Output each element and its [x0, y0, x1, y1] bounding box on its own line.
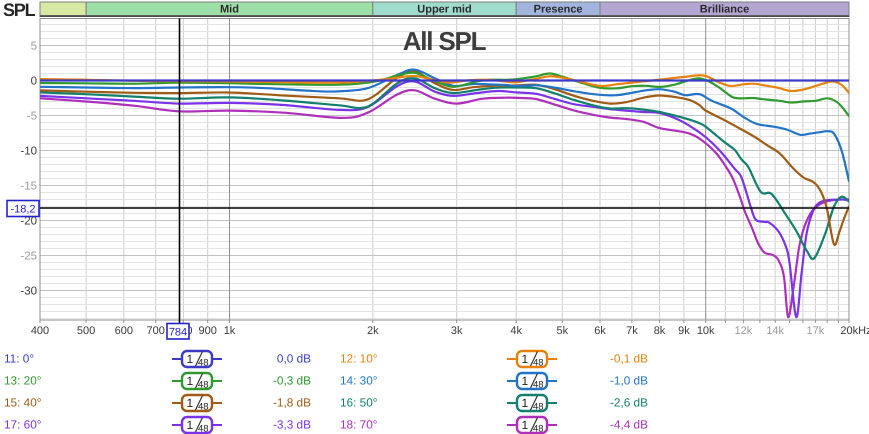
svg-text:-5: -5 [27, 111, 37, 123]
svg-text:-1,0 dB: -1,0 dB [610, 374, 648, 388]
svg-text:Mid: Mid [220, 4, 239, 16]
svg-text:-4,4 dB: -4,4 dB [610, 418, 648, 432]
svg-text:0,0 dB: 0,0 dB [277, 352, 311, 366]
svg-text:2k: 2k [367, 325, 379, 337]
svg-text:48: 48 [198, 402, 209, 413]
svg-text:5: 5 [31, 41, 37, 53]
svg-text:All SPL: All SPL [403, 26, 487, 56]
svg-text:1: 1 [522, 418, 529, 432]
svg-text:12k: 12k [735, 325, 753, 337]
svg-text:Upper mid: Upper mid [417, 4, 471, 16]
svg-text:17k: 17k [807, 325, 825, 337]
svg-text:-25: -25 [20, 251, 37, 263]
svg-text:10k: 10k [697, 325, 715, 337]
svg-text:500: 500 [77, 325, 95, 337]
svg-text:Brilliance: Brilliance [700, 4, 750, 16]
svg-text:SPL: SPL [3, 0, 36, 20]
svg-text:-18,2: -18,2 [10, 204, 35, 216]
svg-text:12: 10°: 12: 10° [340, 352, 378, 366]
svg-text:-0,1 dB: -0,1 dB [610, 352, 648, 366]
svg-text:48: 48 [533, 402, 544, 413]
svg-text:1: 1 [187, 396, 194, 410]
svg-text:5k: 5k [556, 325, 568, 337]
svg-text:1: 1 [187, 418, 194, 432]
svg-text:1: 1 [522, 374, 529, 388]
svg-text:400: 400 [31, 325, 49, 337]
svg-text:3k: 3k [451, 325, 463, 337]
svg-text:6k: 6k [594, 325, 606, 337]
svg-text:600: 600 [115, 325, 133, 337]
svg-text:48: 48 [533, 380, 544, 391]
svg-text:9k: 9k [678, 325, 690, 337]
svg-text:-30: -30 [20, 286, 37, 298]
svg-text:1: 1 [522, 352, 529, 366]
svg-text:1: 1 [187, 352, 194, 366]
svg-text:-20: -20 [20, 216, 37, 228]
svg-text:13: 20°: 13: 20° [4, 374, 42, 388]
svg-text:-0,3 dB: -0,3 dB [273, 374, 311, 388]
svg-text:-10: -10 [20, 146, 37, 158]
svg-text:11: 0°: 11: 0° [4, 352, 34, 366]
svg-text:15: 40°: 15: 40° [4, 396, 42, 410]
svg-text:4k: 4k [510, 325, 522, 337]
svg-text:-1,8 dB: -1,8 dB [273, 396, 311, 410]
svg-text:0: 0 [31, 76, 37, 88]
svg-text:48: 48 [533, 424, 544, 434]
svg-text:-3,3 dB: -3,3 dB [273, 418, 311, 432]
svg-text:14k: 14k [766, 325, 784, 337]
svg-text:48: 48 [198, 358, 209, 369]
svg-text:20kHz: 20kHz [840, 325, 869, 337]
svg-text:16: 50°: 16: 50° [340, 396, 378, 410]
svg-text:48: 48 [533, 358, 544, 369]
svg-text:784: 784 [169, 327, 187, 339]
svg-text:18: 70°: 18: 70° [340, 418, 378, 432]
svg-text:1k: 1k [224, 325, 236, 337]
svg-text:1: 1 [187, 374, 194, 388]
svg-text:-15: -15 [20, 181, 37, 193]
svg-text:700: 700 [147, 325, 165, 337]
svg-text:900: 900 [199, 325, 217, 337]
svg-text:-2,6 dB: -2,6 dB [610, 396, 648, 410]
svg-text:7k: 7k [626, 325, 638, 337]
svg-text:17: 60°: 17: 60° [4, 418, 42, 432]
svg-text:48: 48 [198, 424, 209, 434]
svg-text:Presence: Presence [534, 4, 583, 16]
svg-text:48: 48 [198, 380, 209, 391]
svg-text:8k: 8k [654, 325, 666, 337]
svg-text:14: 30°: 14: 30° [340, 374, 378, 388]
svg-text:1: 1 [522, 396, 529, 410]
